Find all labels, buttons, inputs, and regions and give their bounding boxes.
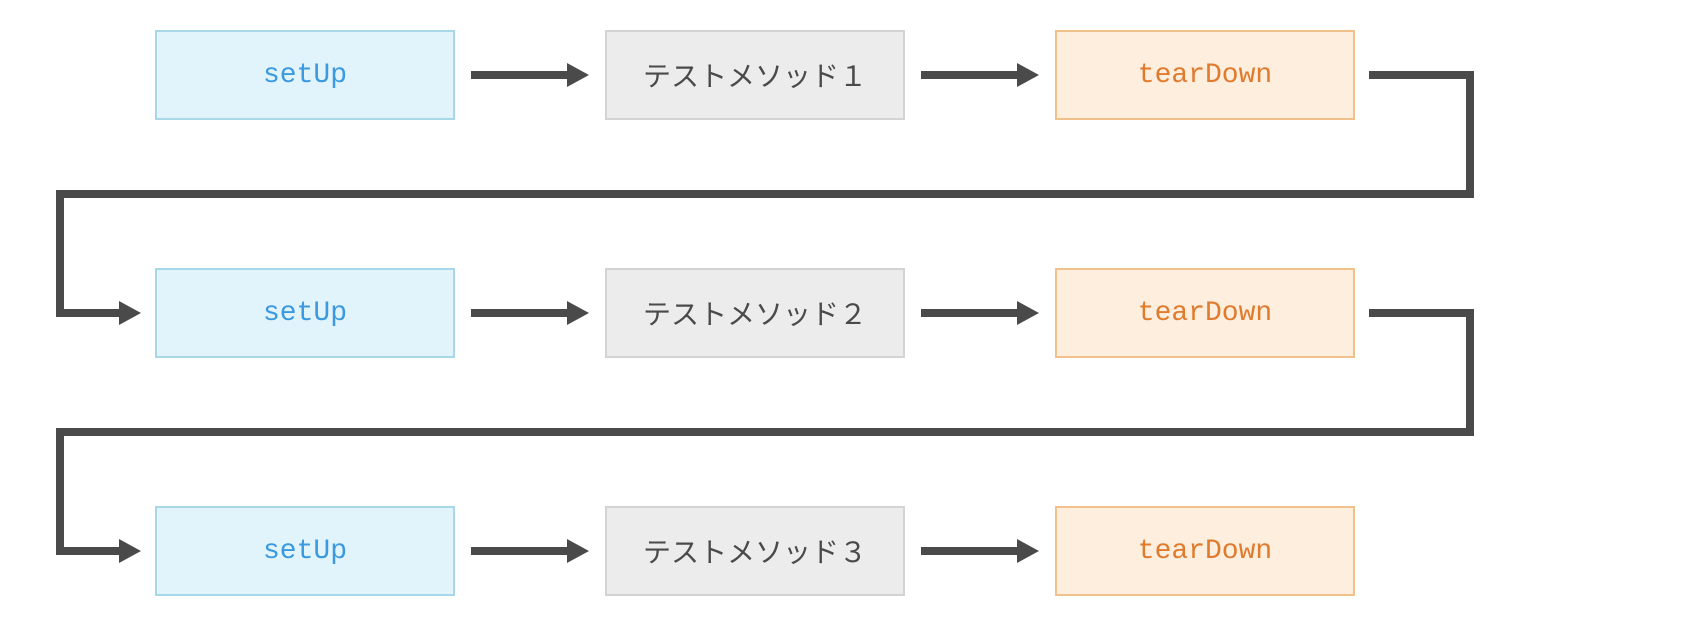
- node-label: テストメソッド３: [643, 531, 867, 571]
- node-m1: テストメソッド１: [605, 30, 905, 120]
- node-label: tearDown: [1138, 60, 1272, 91]
- node-label: tearDown: [1138, 298, 1272, 329]
- node-s1: setUp: [155, 30, 455, 120]
- node-label: テストメソッド１: [643, 55, 867, 95]
- node-s2: setUp: [155, 268, 455, 358]
- node-label: setUp: [263, 298, 347, 329]
- node-t2: tearDown: [1055, 268, 1355, 358]
- node-label: テストメソッド２: [643, 293, 867, 333]
- node-t1: tearDown: [1055, 30, 1355, 120]
- node-label: setUp: [263, 60, 347, 91]
- node-t3: tearDown: [1055, 506, 1355, 596]
- flowchart-canvas: { "diagram": { "type": "flowchart", "can…: [0, 0, 1708, 626]
- node-m3: テストメソッド３: [605, 506, 905, 596]
- node-s3: setUp: [155, 506, 455, 596]
- node-m2: テストメソッド２: [605, 268, 905, 358]
- node-label: setUp: [263, 536, 347, 567]
- node-label: tearDown: [1138, 536, 1272, 567]
